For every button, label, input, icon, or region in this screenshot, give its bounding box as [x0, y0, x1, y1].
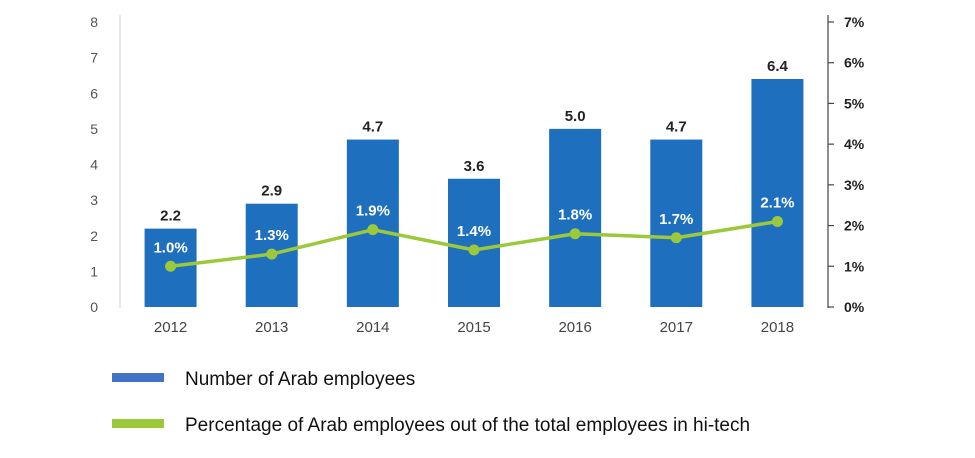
bar-value-label: 2.2 [160, 208, 181, 225]
line-point [165, 260, 177, 272]
right-tick-label: 6% [844, 55, 865, 71]
left-tick-label: 6 [90, 85, 98, 101]
bar-value-label: 2.9 [261, 183, 282, 200]
line-point [266, 248, 278, 260]
right-tick-label: 5% [844, 95, 865, 111]
left-tick-label: 7 [90, 50, 98, 66]
left-tick-label: 3 [90, 192, 98, 208]
left-tick-label: 1 [90, 263, 98, 279]
right-tick-label: 7% [844, 14, 865, 30]
legend: Number of Arab employees Percentage of Ar… [112, 369, 750, 436]
x-tick-label: 2012 [154, 319, 187, 336]
x-tick-label: 2016 [558, 319, 591, 336]
line-point [771, 216, 783, 227]
percentage-value-label: 2.1% [760, 195, 794, 212]
x-tick-label: 2015 [457, 319, 490, 336]
bar-value-label: 5.0 [565, 108, 586, 125]
bar [448, 178, 500, 307]
bar [346, 139, 399, 307]
x-tick-label: 2014 [356, 319, 389, 336]
percentage-value-label: 1.4% [457, 223, 491, 240]
legend-swatch [112, 419, 164, 428]
right-axis-ticks: 0% 1% 2% 3% 4% 5% 6% 7% [828, 14, 865, 315]
right-tick-label: 1% [844, 258, 865, 274]
left-axis-ticks: 0 1 2 3 4 5 6 7 8 [90, 14, 98, 315]
percentage-value-label: 1.3% [255, 227, 289, 244]
x-axis-ticks: 2012 2013 2014 2015 2016 2017 2018 [154, 319, 794, 336]
percentage-data-labels: 1.0% 1.3% 1.9% 1.4% 1.8% 1.7% 2.1% [153, 195, 794, 257]
right-tick-label: 4% [844, 136, 865, 152]
right-tick-label: 0% [844, 299, 865, 315]
left-tick-label: 2 [90, 228, 98, 244]
line-point [367, 224, 379, 236]
x-tick-label: 2013 [255, 319, 288, 336]
x-tick-label: 2017 [660, 319, 693, 336]
x-tick-label: 2018 [761, 319, 794, 336]
bar-value-label: 4.7 [666, 119, 687, 136]
percentage-value-label: 1.7% [659, 211, 693, 228]
legend-swatch [112, 373, 164, 382]
left-tick-label: 5 [90, 121, 98, 137]
bar [751, 79, 804, 307]
bar-value-label: 4.7 [362, 119, 383, 136]
left-tick-label: 0 [90, 299, 98, 315]
line-point [670, 232, 682, 244]
percentage-value-label: 1.9% [356, 203, 390, 220]
bar-value-label: 3.6 [464, 158, 485, 175]
line-point [569, 228, 581, 240]
bar-value-label: 6.4 [767, 58, 789, 75]
bar [650, 139, 703, 307]
bar-series [144, 79, 804, 307]
percentage-points [165, 216, 783, 272]
bar [549, 128, 602, 307]
legend-label: Number of Arab employees [185, 369, 415, 390]
percentage-value-label: 1.8% [558, 207, 592, 224]
legend-label: Percentage of Arab employees out of the … [185, 415, 750, 436]
bar-data-labels: 2.2 2.9 4.7 3.6 5.0 4.7 6.4 [160, 58, 788, 225]
left-tick-label: 4 [90, 157, 98, 173]
right-tick-label: 3% [844, 177, 865, 193]
line-point [468, 244, 480, 256]
percentage-value-label: 1.0% [153, 239, 187, 256]
left-tick-label: 8 [90, 14, 98, 30]
right-tick-label: 2% [844, 218, 865, 234]
